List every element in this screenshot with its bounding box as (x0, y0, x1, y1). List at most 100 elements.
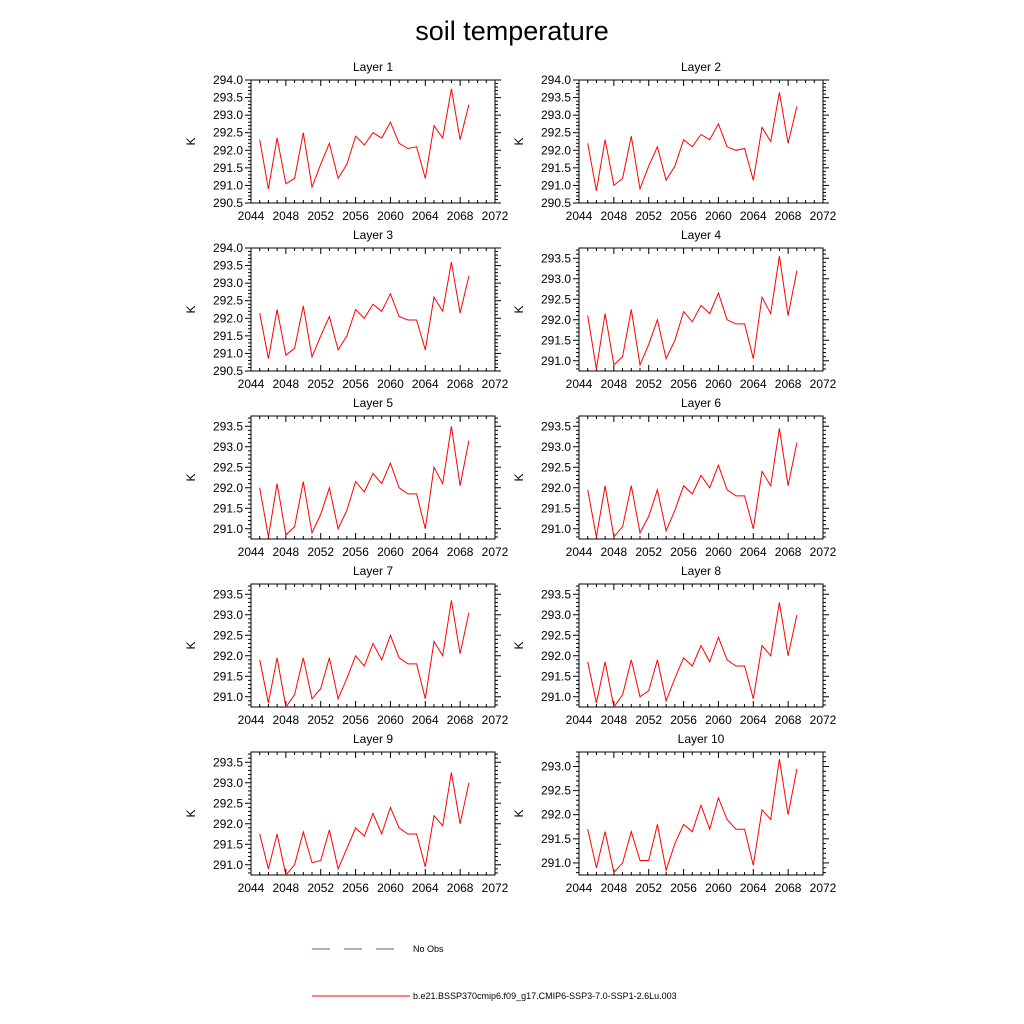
y-tick-label: 293.5 (541, 91, 571, 105)
x-tick-label: 2072 (482, 713, 509, 727)
y-tick-label: 293.5 (541, 587, 571, 601)
x-tick-label: 2064 (412, 881, 439, 895)
series-line (587, 759, 798, 874)
panel-title: Layer 6 (681, 396, 721, 410)
plot-frame (578, 751, 824, 876)
y-tick-label: 291.5 (541, 501, 571, 515)
x-tick-label: 2044 (238, 881, 265, 895)
figure-title: soil temperature (415, 16, 609, 46)
x-tick-label: 2068 (447, 545, 474, 559)
y-tick-label: 292.5 (213, 460, 243, 474)
y-tick-label: 291.5 (213, 501, 243, 515)
series-line (259, 772, 470, 875)
y-tick-label: 293.0 (541, 440, 571, 454)
x-tick-label: 2056 (342, 713, 369, 727)
series-line (259, 426, 470, 537)
y-tick-label: 293.0 (213, 108, 243, 122)
x-tick-label: 2052 (307, 377, 334, 391)
x-tick-label: 2064 (412, 713, 439, 727)
y-tick-label: 293.5 (213, 755, 243, 769)
x-tick-label: 2060 (705, 713, 732, 727)
x-tick-label: 2044 (238, 545, 265, 559)
x-tick-label: 2064 (740, 713, 767, 727)
x-tick-label: 2056 (670, 377, 697, 391)
x-tick-label: 2048 (273, 713, 300, 727)
y-tick-label: 292.5 (541, 784, 571, 798)
y-tick-label: 291.5 (541, 669, 571, 683)
x-tick-label: 2068 (775, 377, 802, 391)
y-tick-label: 291.5 (541, 333, 571, 347)
y-axis-label: K (512, 809, 526, 817)
y-tick-label: 292.0 (541, 649, 571, 663)
x-tick-label: 2048 (273, 377, 300, 391)
panel-title: Layer 10 (678, 732, 725, 746)
panel-layer-9: Layer 9 K 2044 2048 2052 2056 2060 2064 2068 2072… (184, 732, 509, 895)
y-tick-label: 294.0 (541, 73, 571, 87)
y-axis-label: K (184, 473, 198, 481)
x-tick-label: 2072 (482, 545, 509, 559)
x-tick-label: 2048 (601, 377, 628, 391)
x-tick-label: 2044 (566, 881, 593, 895)
x-tick-label: 2060 (377, 209, 404, 223)
y-tick-label: 291.0 (213, 178, 243, 192)
y-tick-label: 292.0 (213, 649, 243, 663)
y-tick-label: 293.0 (541, 272, 571, 286)
panel-title: Layer 3 (353, 228, 393, 242)
x-tick-label: 2048 (273, 881, 300, 895)
y-tick-label: 292.5 (541, 292, 571, 306)
y-tick-label: 291.5 (541, 161, 571, 175)
legend-model-label: b.e21.BSSP370cmip6.f09_g17.CMIP6-SSP3-7.… (413, 991, 677, 1001)
y-axis-label: K (184, 305, 198, 313)
x-tick-label: 2044 (238, 713, 265, 727)
x-tick-label: 2044 (238, 209, 265, 223)
panel-layer-3: Layer 3 K 2044 2048 2052 2056 2060 2064 2068 2072… (184, 228, 509, 391)
x-tick-label: 2052 (635, 881, 662, 895)
y-tick-label: 292.0 (541, 313, 571, 327)
y-tick-label: 292.0 (213, 817, 243, 831)
panel-layer-7: Layer 7 K 2044 2048 2052 2056 2060 2064 2068 2072… (184, 564, 509, 727)
y-tick-label: 291.0 (541, 354, 571, 368)
series-line (259, 600, 470, 707)
x-tick-label: 2056 (342, 377, 369, 391)
y-tick-label: 294.0 (213, 73, 243, 87)
x-tick-label: 2048 (273, 545, 300, 559)
x-tick-label: 2072 (482, 209, 509, 223)
x-tick-label: 2064 (740, 545, 767, 559)
y-tick-label: 291.5 (213, 329, 243, 343)
series-line (587, 92, 798, 191)
y-tick-label: 294.0 (213, 241, 243, 255)
y-tick-label: 290.5 (213, 364, 243, 378)
y-tick-label: 293.0 (213, 776, 243, 790)
x-tick-label: 2068 (447, 377, 474, 391)
y-tick-label: 292.5 (213, 796, 243, 810)
panel-title: Layer 8 (681, 564, 721, 578)
panel-layer-1: Layer 1 K 2044 2048 2052 2056 2060 2064 2068 2072… (184, 60, 509, 223)
x-tick-label: 2048 (601, 209, 628, 223)
y-tick-label: 292.0 (213, 481, 243, 495)
x-tick-label: 2060 (377, 377, 404, 391)
y-tick-label: 293.0 (541, 608, 571, 622)
x-tick-label: 2052 (307, 209, 334, 223)
x-tick-label: 2072 (810, 377, 837, 391)
x-tick-label: 2068 (447, 881, 474, 895)
series-line (259, 88, 470, 190)
x-tick-label: 2052 (307, 545, 334, 559)
panel-title: Layer 5 (353, 396, 393, 410)
x-tick-label: 2072 (810, 209, 837, 223)
panel-title: Layer 4 (681, 228, 721, 242)
panel-title: Layer 9 (353, 732, 393, 746)
x-tick-label: 2060 (705, 545, 732, 559)
y-axis-label: K (512, 137, 526, 145)
y-tick-label: 291.5 (213, 669, 243, 683)
y-tick-label: 291.5 (213, 161, 243, 175)
x-tick-label: 2044 (566, 713, 593, 727)
y-tick-label: 291.5 (541, 832, 571, 846)
y-tick-label: 291.0 (213, 346, 243, 360)
x-tick-label: 2052 (635, 545, 662, 559)
y-tick-label: 293.0 (541, 108, 571, 122)
y-tick-label: 293.5 (213, 587, 243, 601)
plot-frame (250, 79, 496, 204)
y-tick-label: 292.0 (541, 808, 571, 822)
legend: No Obs b.e21.BSSP370cmip6.f09_g17.CMIP6-… (312, 944, 677, 1001)
x-tick-label: 2056 (342, 209, 369, 223)
